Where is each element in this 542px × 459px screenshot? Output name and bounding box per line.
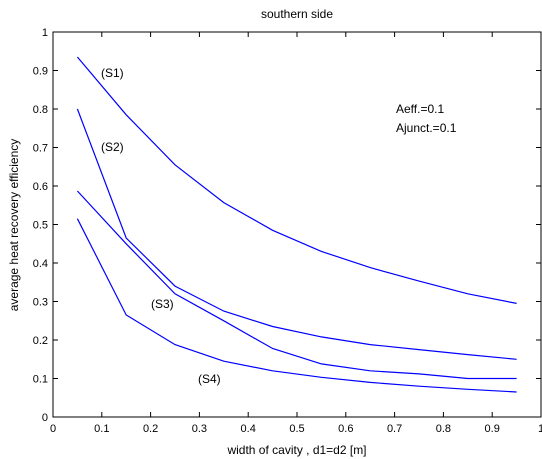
x-tick-label: 0.3 (192, 423, 207, 435)
y-tick-label: 0.2 (33, 335, 48, 347)
y-tick-label: 0.8 (33, 104, 48, 116)
series-label-s3: (S3) (151, 297, 174, 311)
y-tick-label: 0 (42, 412, 48, 424)
x-tick-label: 0 (50, 423, 56, 435)
chart-title: southern side (261, 7, 333, 21)
x-tick-label: 0.8 (436, 423, 451, 435)
y-tick-label: 0.7 (33, 143, 48, 155)
x-tick-label: 0.2 (143, 423, 158, 435)
x-tick-label: 0.9 (485, 423, 500, 435)
y-axis-ticks: 0 0.1 0.2 0.3 0.4 0.5 0.6 0.7 0.8 0.9 1 (33, 27, 541, 424)
y-tick-label: 0.9 (33, 66, 48, 78)
y-tick-label: 1 (42, 27, 48, 39)
x-axis-label: width of cavity , d1=d2 [m] (226, 443, 366, 457)
y-axis-label: average heat recovery efficiency (7, 139, 21, 312)
plot-area-border (52, 31, 542, 418)
x-axis-ticks: 0 0.1 0.2 0.3 0.4 0.5 0.6 0.7 0.8 0.9 1 (50, 32, 542, 435)
series-lines (76, 56, 517, 393)
annotation-ajunct: Ajunct.=0.1 (396, 121, 457, 135)
series-label-s4: (S4) (198, 372, 221, 386)
x-tick-label: 0.6 (338, 423, 353, 435)
y-tick-label: 0.4 (33, 258, 48, 270)
series-line-s1 (76, 56, 517, 304)
series-line-s3 (76, 190, 517, 380)
y-tick-label: 0.3 (33, 297, 48, 309)
x-tick-label: 0.4 (241, 423, 256, 435)
y-tick-label: 0.1 (33, 374, 48, 386)
series-line-s4 (76, 218, 517, 393)
series-label-s1: (S1) (101, 66, 124, 80)
x-tick-label: 1 (538, 423, 542, 435)
annotation-aeff: Aeff.=0.1 (396, 102, 444, 116)
plot-frame (52, 31, 542, 418)
y-tick-label: 0.6 (33, 181, 48, 193)
x-tick-label: 0.7 (387, 423, 402, 435)
x-tick-label: 0.5 (289, 423, 304, 435)
series-line-s2 (76, 108, 517, 360)
series-label-s2: (S2) (101, 140, 124, 154)
y-tick-label: 0.5 (33, 220, 48, 232)
x-tick-label: 0.1 (94, 423, 109, 435)
